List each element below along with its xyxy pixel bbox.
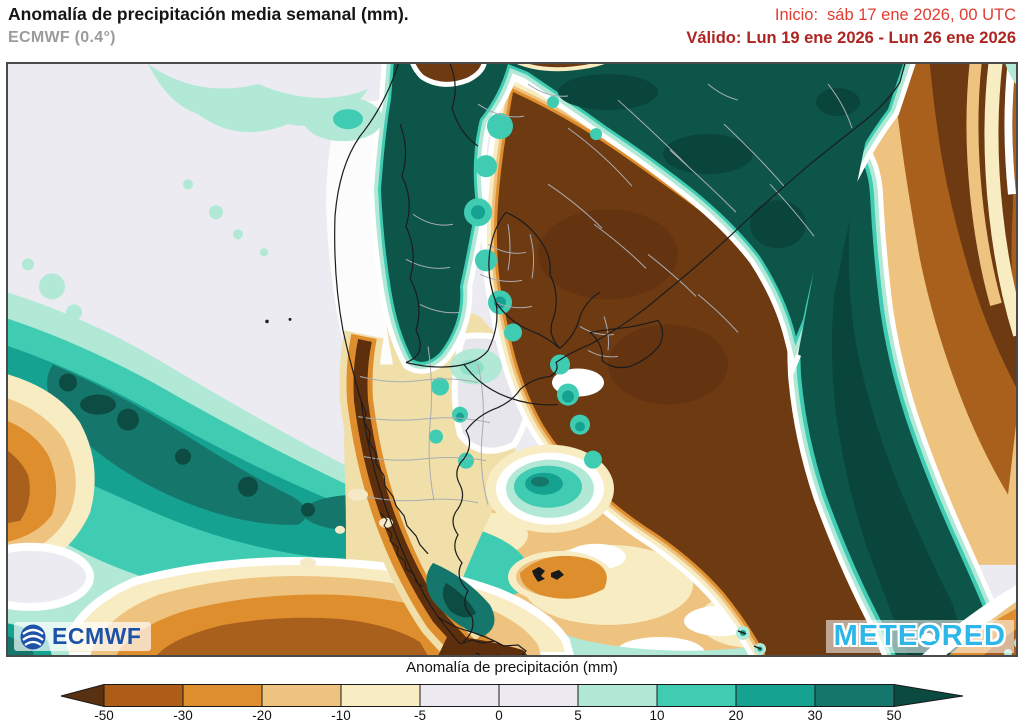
colorbar-title: Anomalía de precipitación (mm) (406, 659, 618, 676)
colorbar (60, 683, 964, 708)
anomaly-map-svg (8, 64, 1016, 655)
colorbar-tick: -20 (252, 708, 272, 720)
colorbar-ticks: -50 -30 -20 -10 -5 0 5 10 20 30 50 (60, 708, 964, 720)
colorbar-segment (577, 684, 658, 707)
map-atlantic-teal-spot-falklands (486, 444, 614, 603)
colorbar-segment (814, 684, 895, 707)
meteored-logo: METEORED (825, 620, 1014, 653)
colorbar-segment (656, 684, 737, 707)
colorbar-tick: -30 (173, 708, 193, 720)
colorbar-tick: 30 (807, 708, 823, 720)
colorbar-segment (498, 684, 579, 707)
map-ocean-small-anomalies (22, 64, 393, 568)
page-title: Anomalía de precipitación media semanal … (8, 4, 409, 24)
model-subtitle: ECMWF (0.4°) (8, 29, 116, 46)
colorbar-arrow (60, 683, 105, 708)
colorbar-segment (261, 684, 342, 707)
ecmwf-globe-icon (20, 624, 46, 649)
colorbar-tick: 0 (495, 708, 503, 720)
colorbar-tick: -10 (331, 708, 351, 720)
colorbar-arrow (893, 683, 964, 708)
map-country-borders (334, 64, 906, 655)
ecmwf-logo-text: ECMWF (52, 623, 142, 649)
colorbar-segment (340, 684, 421, 707)
colorbar-segment (182, 684, 263, 707)
init-value: sáb 17 ene 2026, 00 UTC (827, 6, 1016, 24)
anomaly-map: ECMWF METEORED (6, 62, 1018, 657)
meteored-text-end: RED (941, 620, 1006, 652)
colorbar-tick: 5 (574, 708, 582, 720)
init-label: Inicio: (774, 6, 819, 24)
map-right-atlantic-bands (853, 64, 1016, 565)
colorbar-tick: 10 (649, 708, 665, 720)
valid-label: Válido: (686, 29, 742, 47)
map-admin-borders (357, 83, 853, 505)
map-top-positive-anomaly (368, 64, 1016, 655)
colorbar-tick: 20 (728, 708, 744, 720)
map-continental-negative-anomaly (481, 70, 910, 655)
init-datetime: Inicio: sáb 17 ene 2026, 00 UTC (775, 6, 1016, 25)
map-left-edge-negative-anomaly (8, 374, 95, 573)
meteored-text: METE (833, 620, 919, 652)
valid-range: Válido: Lun 19 ene 2026 - Lun 26 ene 2026 (686, 29, 1016, 48)
colorbar-tick: -50 (94, 708, 114, 720)
colorbar-segment (103, 684, 184, 707)
colorbar-tick: -5 (413, 708, 427, 720)
colorbar-tick: 50 (886, 708, 902, 720)
colorbar-segment (419, 684, 500, 707)
colorbar-segment (735, 684, 816, 707)
ecmwf-logo: ECMWF (14, 622, 152, 651)
valid-value: Lun 19 ene 2026 - Lun 26 ene 2026 (746, 29, 1016, 47)
colorbar-svg (60, 683, 964, 708)
meteored-cloud-o-icon: O (918, 620, 942, 652)
